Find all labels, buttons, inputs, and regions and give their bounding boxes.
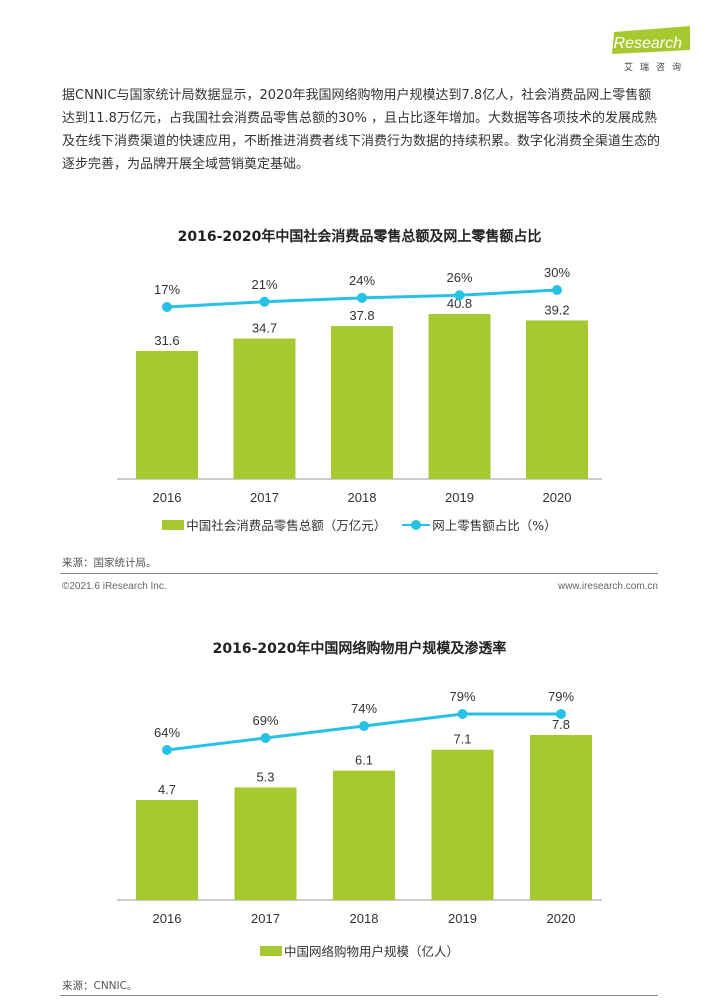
- legend-label: 中国网络购物用户规模（亿人）: [283, 944, 459, 959]
- line-label-2020: 30%: [544, 265, 570, 280]
- line-point-2017: [259, 296, 270, 307]
- footer-copyright: ©2021.6 iResearch Inc.: [62, 581, 167, 592]
- bar-2020: [530, 735, 592, 900]
- x-tick-2019: 2019: [445, 490, 474, 505]
- x-tick-2019: 2019: [448, 911, 477, 926]
- legend-item-online-users: 中国网络购物用户规模（亿人）: [259, 941, 459, 960]
- chart-2-legend: 中国网络购物用户规模（亿人）: [0, 941, 719, 960]
- legend-item-retail-total: 中国社会消费品零售总额（万亿元）: [162, 515, 386, 534]
- bar-2016: [136, 351, 198, 479]
- line-label-2019: 26%: [446, 270, 472, 285]
- line-point-2018: [359, 721, 369, 731]
- x-tick-2017: 2017: [250, 490, 279, 505]
- line-label-2018: 24%: [349, 273, 375, 288]
- logo-subtitle: 艾瑞咨询: [623, 63, 688, 73]
- legend-swatch-line: [402, 519, 431, 530]
- footer-divider-2: [60, 995, 658, 996]
- line-point-2019: [457, 709, 468, 719]
- bar-label-2016: 4.7: [158, 782, 176, 797]
- line-label-2019: 79%: [449, 689, 475, 704]
- chart-2-title: 2016-2020年中国网络购物用户规模及渗透率: [212, 641, 507, 657]
- line-label-2016: 17%: [154, 282, 180, 297]
- bar-label-2017: 34.7: [252, 321, 277, 336]
- source-note-2: 来源：CNNIC。: [62, 980, 138, 992]
- line-point-2016: [162, 302, 172, 312]
- line-point-2017: [260, 733, 271, 743]
- chart-1: 31.6 2016 34.7 2017 37.8 2018 40.8 2019 39.2 2020…: [117, 265, 602, 505]
- bar-2020: [526, 320, 588, 479]
- legend-label: 中国社会消费品零售总额（万亿元）: [186, 518, 387, 533]
- bar-label-2018: 37.8: [349, 308, 374, 323]
- bar-label-2020: 39.2: [544, 302, 569, 317]
- bar-label-2018: 6.1: [355, 753, 373, 768]
- logo-text: iResearch: [610, 35, 682, 52]
- iresearch-logo: iResearch 艾瑞咨询: [606, 26, 690, 76]
- chart-1-title: 2016-2020年中国社会消费品零售总额及网上零售额占比: [177, 229, 542, 245]
- footer-website[interactable]: www.iresearch.com.cn: [557, 581, 658, 592]
- x-tick-2018: 2018: [350, 911, 379, 926]
- bar-2017: [234, 787, 297, 900]
- line-label-2017: 21%: [251, 277, 277, 292]
- bar-label-2016: 31.6: [154, 333, 179, 348]
- source-note-1: 来源：国家统计局。: [62, 557, 157, 569]
- bar-label-2017: 5.3: [256, 769, 274, 784]
- x-tick-2020: 2020: [543, 490, 572, 505]
- x-tick-2017: 2017: [251, 911, 280, 926]
- chart-2: 4.7 2016 5.3 2017 6.1 2018 7.1 2019 7.8 2020 64% 69…: [117, 689, 602, 926]
- line-point-2019: [454, 290, 465, 301]
- bar-2017: [233, 338, 296, 479]
- line-series: [166, 712, 561, 752]
- line-label-2020: 79%: [548, 689, 574, 704]
- legend-label: 网上零售额占比（%）: [432, 518, 557, 533]
- bar-2018: [333, 770, 395, 900]
- legend-swatch-bar: [162, 519, 185, 530]
- footer-divider: [60, 573, 658, 574]
- intro-paragraph: 据CNNIC与国家统计局数据显示，2020年我国网络购物用户规模达到7.8亿人，…: [62, 88, 661, 172]
- iresearch-logo-mark: iResearch: [610, 26, 690, 54]
- line-point-2016: [162, 745, 172, 755]
- line-label-2016: 64%: [154, 725, 180, 740]
- bar-label-2020: 7.8: [552, 717, 570, 732]
- x-tick-2018: 2018: [348, 490, 377, 505]
- bar-label-2019: 40.8: [447, 296, 472, 311]
- chart-1-legend: 中国社会消费品零售总额（万亿元） 网上零售额占比（%）: [0, 515, 719, 534]
- line-point-2020: [552, 285, 562, 295]
- legend-swatch-bar: [259, 945, 282, 956]
- bar-2018: [331, 326, 393, 479]
- line-point-2020: [556, 709, 566, 719]
- bar-label-2019: 7.1: [453, 732, 471, 747]
- line-label-2017: 69%: [252, 713, 278, 728]
- x-tick-2016: 2016: [153, 911, 182, 926]
- bar-2019: [428, 314, 491, 479]
- bar-2019: [431, 749, 494, 900]
- legend-item-online-share: 网上零售额占比（%）: [402, 515, 557, 534]
- line-point-2018: [357, 292, 367, 303]
- line-label-2018: 74%: [351, 701, 377, 716]
- bar-2016: [136, 800, 198, 900]
- x-tick-2016: 2016: [153, 490, 182, 505]
- x-tick-2020: 2020: [547, 911, 576, 926]
